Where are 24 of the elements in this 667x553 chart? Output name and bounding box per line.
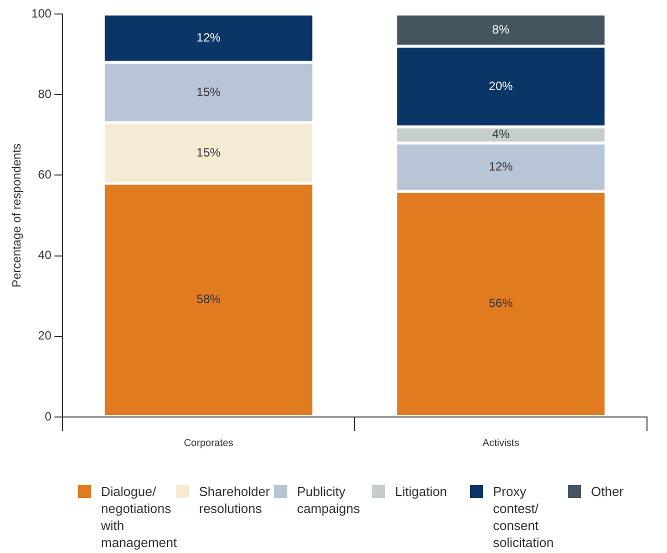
data-label: 8% bbox=[492, 22, 510, 36]
legend-label: Shareholder resolutions bbox=[199, 483, 271, 517]
data-label: 58% bbox=[196, 292, 221, 306]
y-tick-label: 80 bbox=[38, 86, 52, 101]
data-label: 15% bbox=[196, 145, 221, 160]
legend-label: Publicity campaigns bbox=[297, 483, 361, 517]
data-label: 56% bbox=[488, 296, 514, 310]
y-tick-label: 40 bbox=[38, 248, 52, 262]
data-label: 15% bbox=[196, 84, 221, 99]
data-label: 20% bbox=[488, 78, 514, 93]
y-tick-label: 60 bbox=[38, 168, 52, 182]
data-label: 4% bbox=[492, 127, 510, 142]
y-tick-label: 100 bbox=[31, 6, 52, 20]
y-tick-label: 0 bbox=[44, 409, 52, 424]
data-label: 12% bbox=[488, 159, 514, 174]
legend-label: Litigation bbox=[395, 483, 448, 500]
y-tick-label: 20 bbox=[38, 328, 52, 343]
legend-label: Other bbox=[591, 483, 625, 500]
data-label: 12% bbox=[196, 30, 221, 44]
y-axis-title: Percentage of respondents bbox=[10, 143, 24, 288]
legend-label: Dialogue/ negotiations with management bbox=[101, 483, 177, 551]
x-tick-label: Activists bbox=[482, 438, 520, 449]
x-tick-label: Corporates bbox=[184, 438, 234, 449]
legend-label: Proxy contest/ consent solicitation bbox=[493, 483, 555, 551]
